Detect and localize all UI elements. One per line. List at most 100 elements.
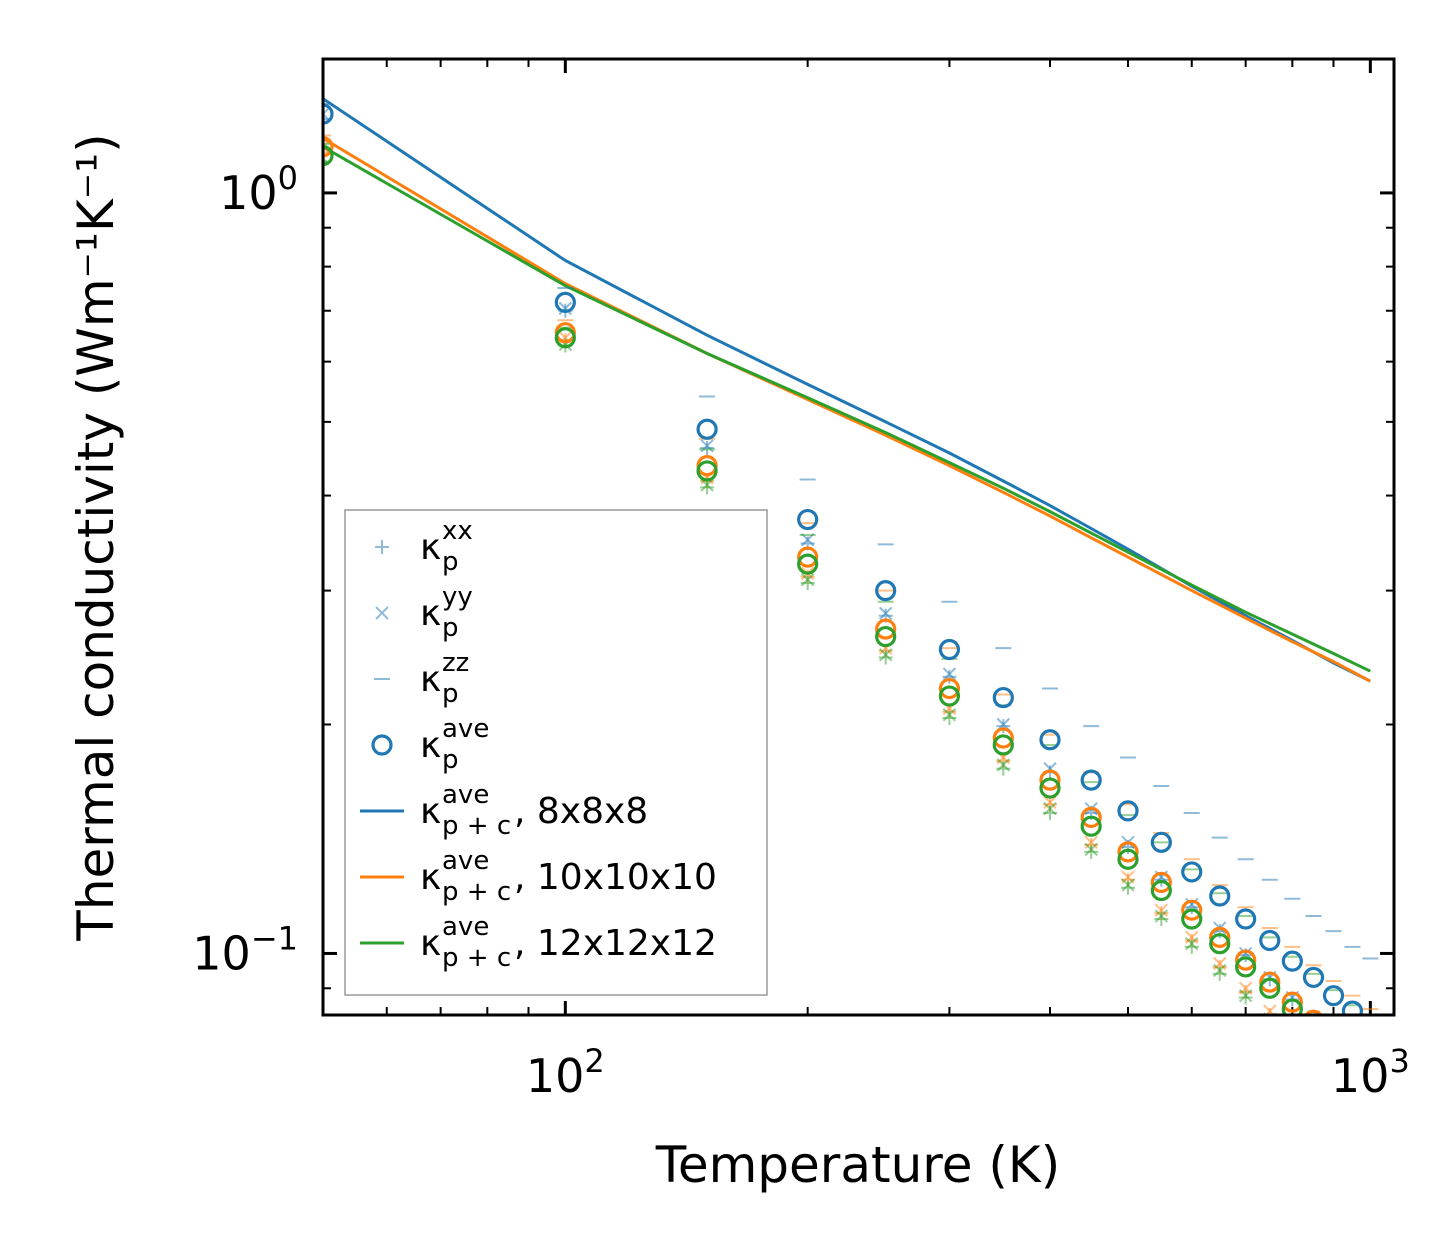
kappa-ave-point	[1150, 879, 1172, 902]
kappa-yy-point	[942, 667, 957, 681]
kappa-yy-point	[1185, 930, 1199, 945]
kappa-ave-point	[875, 579, 897, 602]
kappa-xx-point	[878, 650, 893, 665]
kappa-ave-point	[938, 638, 961, 661]
kappa-ave-point	[1235, 908, 1257, 930]
kappa-ave-point	[875, 625, 897, 648]
kappa-ave-point	[1209, 933, 1231, 955]
kappa-xx-point	[1154, 911, 1169, 926]
kappa-ave-point	[1322, 985, 1345, 1007]
plot-frame	[321, 57, 1396, 1017]
kappa-ave-point	[1209, 885, 1231, 907]
kappa-yy-point	[1084, 842, 1098, 857]
kappa-ave-point	[1117, 848, 1139, 870]
kappa-ave-point	[1181, 899, 1203, 921]
kappa-ave-point	[1039, 729, 1061, 751]
kappa-ave-point	[1281, 950, 1303, 972]
legend-label: κp + cave, 10x10x10	[420, 846, 717, 907]
kappa-ave-point	[1281, 998, 1303, 1015]
kappa-xx-point	[800, 575, 815, 590]
kappa-xx-point	[1154, 872, 1169, 887]
kappa-ave-point	[938, 677, 961, 700]
kappa-xx-point	[1238, 990, 1253, 1005]
legend-marker-circle	[371, 734, 393, 756]
kappa-ave-point	[875, 618, 897, 640]
kappa-yy-point	[1154, 903, 1169, 917]
kappa-ave-point	[1281, 991, 1303, 1013]
plot-area	[323, 97, 1379, 1015]
legend-label: κpzz	[420, 648, 469, 709]
kappa-ave-point	[1209, 926, 1231, 948]
line-series-group	[323, 97, 1372, 683]
kappa-ave-point	[1259, 971, 1281, 993]
kappa-xx-point	[700, 480, 715, 495]
kappa-ave-point	[554, 327, 576, 349]
kappa-ave-point	[1080, 815, 1102, 837]
legend-marker-plus	[375, 540, 389, 554]
kappa-xx-point	[996, 719, 1011, 734]
kappa-ave-point	[1181, 908, 1203, 930]
kappa-yy-point	[1185, 936, 1199, 951]
kappa-yy-point	[1121, 878, 1135, 892]
kappa-ave-point	[797, 508, 819, 531]
kappa-ave-point	[797, 546, 819, 568]
kappa-ave-point	[797, 553, 819, 575]
kappa-yy-point	[323, 107, 330, 121]
kappa-ave-point	[1259, 977, 1281, 999]
kappa-ave-point	[696, 418, 718, 440]
legend-box	[344, 509, 768, 996]
kappa-ave-point	[554, 291, 576, 313]
kappa-xx-point	[1184, 939, 1199, 954]
kappa-xx-point	[700, 440, 715, 455]
kappa-yy-point	[1154, 909, 1169, 923]
kappa-ave-point	[1304, 1009, 1323, 1015]
kappa-ave-point	[1235, 956, 1257, 978]
kappa-xx-point	[942, 669, 957, 684]
kappa-ave-point	[1039, 777, 1061, 799]
kappa-ave-point	[1302, 966, 1325, 989]
kappa-yy-point	[878, 648, 893, 662]
kappa-ave-point	[992, 686, 1014, 709]
kappa-ave-point	[323, 103, 334, 125]
kappa-ave-point	[1080, 806, 1102, 828]
kappa-ave-point	[992, 727, 1014, 749]
kappa-ave-point	[1341, 1000, 1364, 1015]
kappa-ave-point	[1235, 949, 1257, 971]
kappa-xx-point	[1084, 844, 1099, 859]
kappa-yy-point	[1043, 801, 1057, 816]
x-axis-label: Temperature (K)	[655, 1136, 1060, 1194]
kappa-ave-point	[1117, 841, 1139, 863]
y-axis-label: Thermal conductivity (Wm⁻¹K⁻¹)	[67, 133, 125, 941]
kappa-yy-point	[700, 478, 714, 492]
kappa-yy-point	[996, 758, 1011, 772]
kappa-yy-point	[1043, 795, 1057, 810]
kappa-ave-point	[1117, 800, 1139, 822]
kappa-xx-point	[942, 710, 957, 725]
kappa-yy-point	[323, 140, 330, 154]
kappa-ave-point	[1181, 861, 1203, 883]
kappa-ave-point	[992, 734, 1014, 756]
kappa-ave-point	[1259, 929, 1281, 952]
kappa-yy-point	[1238, 988, 1253, 1003]
legend-label: κp + cave, 12x12x12	[420, 912, 717, 973]
kappa-yy-point	[878, 606, 893, 621]
kappa-yy-point	[942, 708, 957, 722]
kappa-xx-point	[1121, 880, 1136, 895]
kappa-ave-point	[1080, 769, 1102, 791]
kappa-yy-point	[558, 301, 573, 316]
kappa-ave-point	[323, 136, 334, 158]
kappa-ave-point	[696, 460, 718, 482]
legend-marker-cross	[375, 606, 389, 620]
kappa-ave-point	[1150, 871, 1172, 894]
kappa-ave-point	[1150, 831, 1172, 853]
kappa-ave-point	[1039, 769, 1061, 791]
kappa-yy-point	[1213, 963, 1227, 978]
series-line-3	[323, 145, 1371, 673]
legend-label: κp + cave, 8x8x8	[420, 780, 648, 841]
kappa-yy-point	[800, 573, 815, 587]
kappa-ave-point	[938, 685, 961, 707]
kappa-yy-point	[1263, 1004, 1277, 1015]
